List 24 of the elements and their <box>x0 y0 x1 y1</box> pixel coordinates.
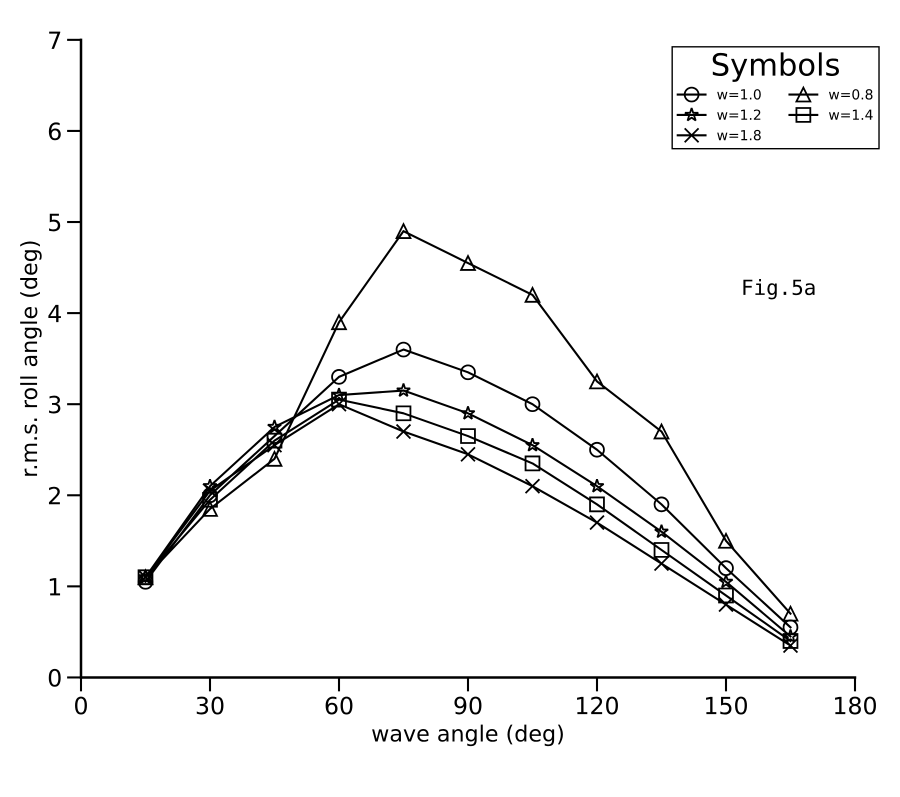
y-axis-title: r.m.s. roll angle (deg) <box>20 241 42 476</box>
legend-label: w=1.4 <box>828 110 873 120</box>
y-tick-label: 1 <box>50 578 60 596</box>
legend-label: w=0.8 <box>828 89 873 100</box>
x-tick-label: 150 <box>706 696 747 714</box>
legend-label: w=1.0 <box>717 89 761 100</box>
x-tick-label: 180 <box>835 696 876 714</box>
y-tick-label: 0 <box>48 668 61 687</box>
legend-label: w=1.2 <box>717 110 760 120</box>
x-tick-label: 0 <box>75 696 87 714</box>
y-tick-label: 6 <box>48 122 61 140</box>
x-tick-label: 60 <box>326 696 352 714</box>
x-axis-title: wave angle (deg) <box>372 724 563 746</box>
y-tick-label: 7 <box>49 32 60 49</box>
x-tick-label: 120 <box>577 696 618 714</box>
legend-label: w=1.8 <box>717 130 761 140</box>
x-tick-label: 30 <box>196 696 224 714</box>
annotation: Fig.5a <box>743 279 815 300</box>
y-tick-label: 3 <box>49 396 60 414</box>
y-tick-label: 4 <box>48 304 61 322</box>
x-tick-label: 90 <box>454 696 482 714</box>
y-tick-label: 5 <box>49 214 60 232</box>
y-tick-label: 2 <box>48 486 60 504</box>
legend-title: Symbols <box>712 52 839 82</box>
